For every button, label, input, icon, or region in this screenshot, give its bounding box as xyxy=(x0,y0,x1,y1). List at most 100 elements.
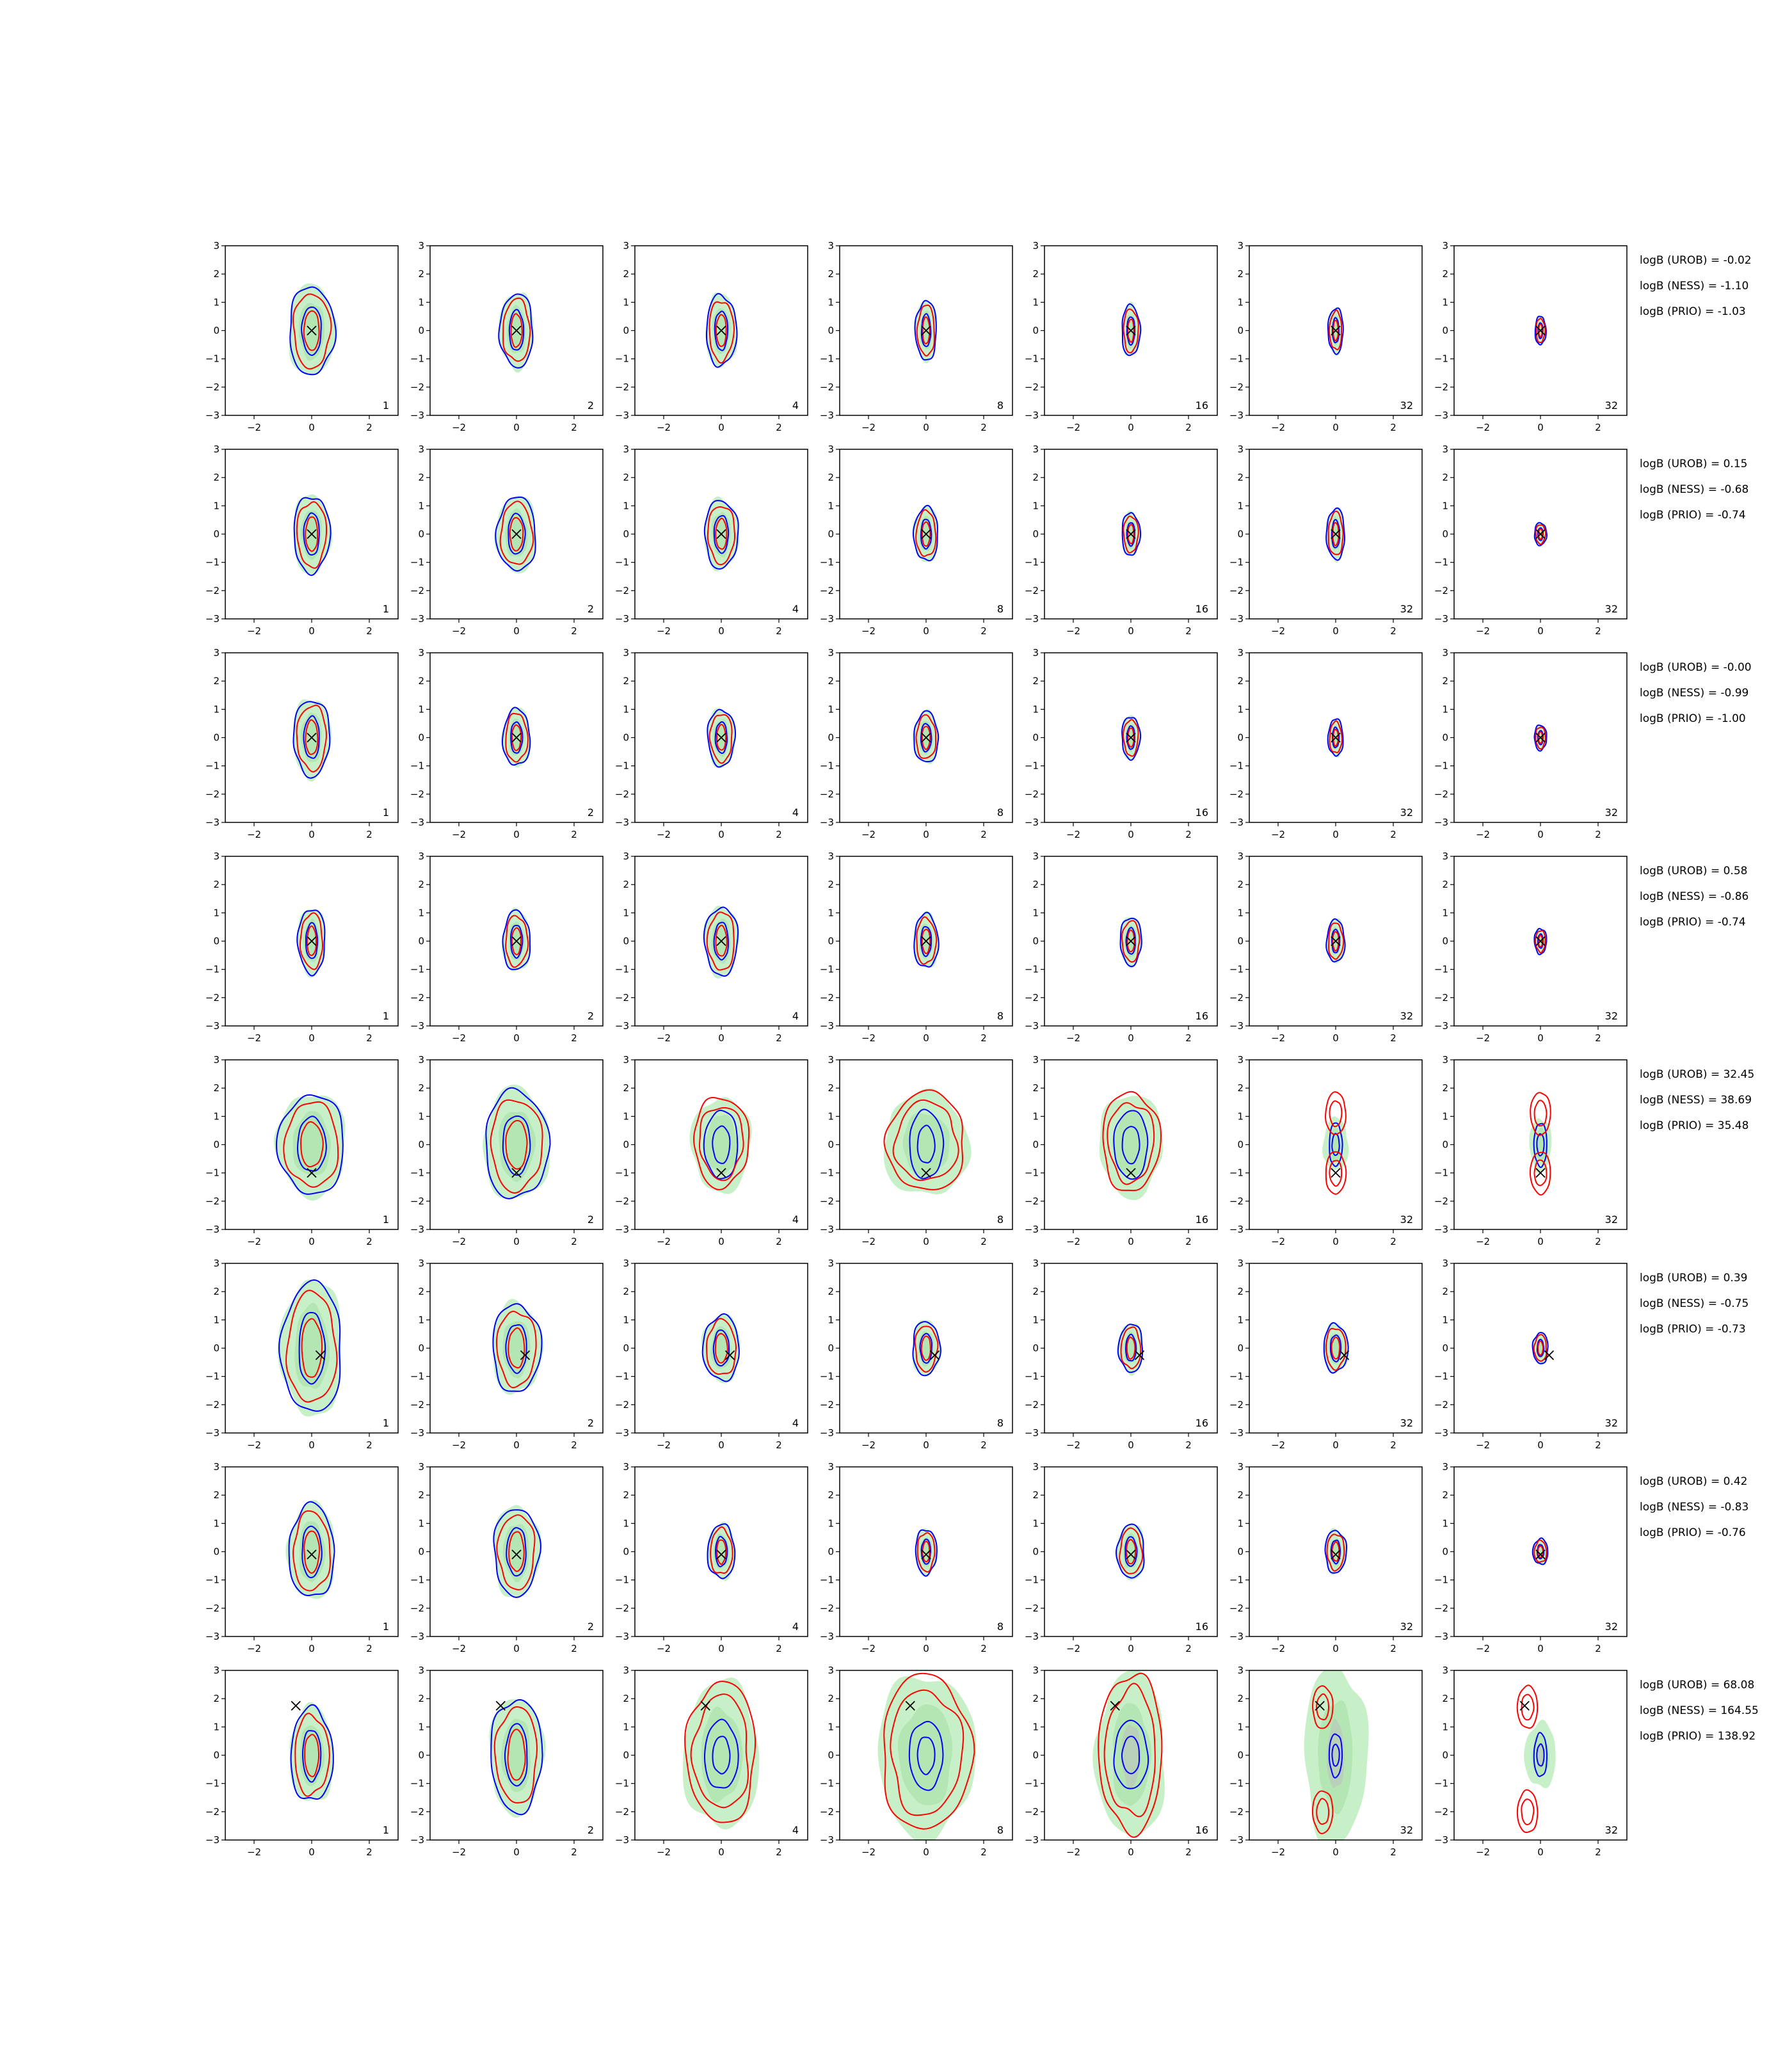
x-tick-label: 2 xyxy=(571,829,577,840)
red-contour-outer xyxy=(1119,1527,1144,1574)
y-tick-label: 0 xyxy=(1032,1546,1039,1558)
plot-area xyxy=(915,1528,938,1577)
blue-contour-outer xyxy=(703,500,739,570)
plot-area xyxy=(493,1505,542,1598)
y-tick-label: 2 xyxy=(623,268,629,280)
y-tick-label: −3 xyxy=(1434,1631,1448,1642)
y-tick-label: −3 xyxy=(615,1631,629,1642)
y-tick-label: 3 xyxy=(623,647,629,659)
blue-contour-inner xyxy=(301,1730,322,1783)
plot-area xyxy=(706,1521,736,1581)
y-tick-label: −1 xyxy=(410,1574,424,1586)
panel-sample-count-label: 32 xyxy=(1605,1620,1618,1633)
y-tick-label: −3 xyxy=(1229,1224,1244,1235)
blue-contour-outer xyxy=(1325,918,1346,963)
y-tick-label: 1 xyxy=(828,1314,834,1325)
blue-contour-inner xyxy=(1331,929,1341,954)
red-contour-mode-inner xyxy=(1329,1160,1343,1187)
x-tick-label: 2 xyxy=(1185,1236,1192,1247)
panel-sample-count-label: 8 xyxy=(997,1213,1004,1226)
panel-sample-count-label: 4 xyxy=(792,806,799,819)
x-tick-label: 0 xyxy=(923,1846,929,1858)
x-tick-label: 0 xyxy=(1537,829,1544,840)
true-parameter-marker xyxy=(921,936,931,947)
logB-annotation: logB (PRIO) = -0.74 xyxy=(1640,509,1746,522)
x-tick-label: 2 xyxy=(571,625,577,637)
x-tick-label: 2 xyxy=(776,1439,782,1451)
true-parameter-marker xyxy=(307,529,317,540)
y-tick-label: −2 xyxy=(1229,1603,1244,1614)
y-tick-label: −2 xyxy=(615,381,629,393)
red-contour-inner xyxy=(921,726,931,750)
red-contour-outer xyxy=(1326,1533,1345,1572)
y-tick-label: 1 xyxy=(1032,1110,1039,1122)
y-tick-label: 0 xyxy=(1237,1750,1244,1761)
panel-sample-count-label: 2 xyxy=(588,806,594,819)
panel-sample-count-label: 32 xyxy=(1400,1620,1413,1633)
y-tick-label: 1 xyxy=(1442,1517,1448,1529)
panel-sample-count-label: 16 xyxy=(1196,603,1208,615)
y-tick-label: 0 xyxy=(418,1546,424,1558)
y-tick-label: 0 xyxy=(1442,1750,1448,1761)
logB-annotation: logB (NESS) = -0.75 xyxy=(1640,1297,1748,1310)
x-tick-label: −2 xyxy=(1476,1439,1490,1451)
y-tick-label: 2 xyxy=(1442,1693,1448,1704)
panel-sample-count-label: 1 xyxy=(383,1010,389,1022)
y-tick-label: 2 xyxy=(623,675,629,687)
y-tick-label: −3 xyxy=(615,1427,629,1439)
x-tick-label: 0 xyxy=(308,1236,315,1247)
y-tick-label: 0 xyxy=(213,529,220,540)
x-tick-label: 0 xyxy=(1128,1032,1134,1044)
x-tick-label: 0 xyxy=(308,1032,315,1044)
blue-contour-inner xyxy=(1536,1338,1545,1357)
x-tick-label: −2 xyxy=(1066,1032,1080,1044)
blue-contour-inner xyxy=(305,922,319,959)
y-tick-label: −2 xyxy=(205,1196,220,1207)
y-tick-label: −1 xyxy=(1434,760,1448,772)
y-tick-label: −3 xyxy=(820,410,834,421)
x-tick-label: 0 xyxy=(718,1643,724,1654)
y-tick-label: 2 xyxy=(828,1693,834,1704)
y-tick-label: −2 xyxy=(820,381,834,393)
y-tick-label: 2 xyxy=(828,1286,834,1297)
y-tick-label: 2 xyxy=(418,1489,424,1501)
panel-sample-count-label: 32 xyxy=(1605,1010,1618,1022)
x-tick-label: −2 xyxy=(657,1439,671,1451)
y-tick-label: 3 xyxy=(1442,851,1448,862)
y-tick-label: 3 xyxy=(1442,647,1448,659)
blue-contour-inner xyxy=(920,518,932,550)
y-tick-label: −3 xyxy=(1229,613,1244,625)
x-tick-label: −2 xyxy=(1066,625,1080,637)
true-parameter-marker xyxy=(1519,1700,1530,1711)
x-tick-label: 2 xyxy=(1185,1846,1192,1858)
x-tick-label: 0 xyxy=(923,1032,929,1044)
y-tick-label: 2 xyxy=(418,1693,424,1704)
x-tick-label: 2 xyxy=(980,422,987,433)
y-tick-label: 1 xyxy=(623,907,629,918)
y-tick-label: 3 xyxy=(1237,444,1244,455)
red-contour-outer xyxy=(916,1532,936,1573)
y-tick-label: 0 xyxy=(623,325,629,337)
plot-area xyxy=(883,1088,972,1195)
plot-area xyxy=(1322,1091,1349,1195)
y-tick-label: −2 xyxy=(1025,1806,1039,1818)
x-tick-label: 0 xyxy=(513,1439,520,1451)
y-tick-label: 0 xyxy=(1442,1546,1448,1558)
blue-contour-outer xyxy=(289,286,337,376)
y-tick-label: 1 xyxy=(213,1110,220,1122)
red-contour-inner xyxy=(306,925,317,956)
x-tick-label: −2 xyxy=(247,422,261,433)
plot-area xyxy=(293,494,333,576)
y-tick-label: 0 xyxy=(1032,1750,1039,1761)
red-contour-inner xyxy=(1126,1336,1136,1360)
logB-annotation: logB (PRIO) = -0.73 xyxy=(1640,1323,1746,1336)
red-contour-outer xyxy=(684,1681,756,1823)
blue-contour-outer xyxy=(1533,724,1548,752)
blue-contour-outer xyxy=(1532,1332,1549,1364)
y-tick-label: 2 xyxy=(1237,268,1244,280)
